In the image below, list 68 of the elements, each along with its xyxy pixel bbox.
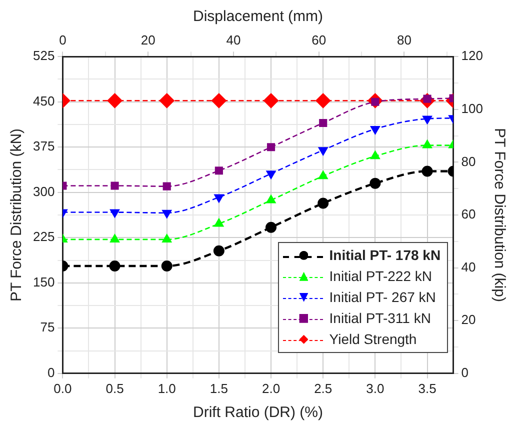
point: [161, 260, 172, 272]
y-tick-label: 0: [47, 364, 55, 380]
legend-label: Initial PT- 178 kN: [329, 246, 441, 266]
point: [422, 166, 433, 177]
point: [214, 166, 223, 175]
y-tick-label: 375: [32, 138, 55, 154]
point: [159, 93, 174, 108]
point: [107, 93, 122, 108]
point: [110, 234, 120, 242]
x2-tick-label: 20: [140, 32, 156, 48]
y2-tick-label: 120: [461, 48, 484, 64]
x-axis-title: Drift Ratio (DR) (%): [193, 404, 323, 422]
x-tick-label: 2.5: [314, 380, 332, 396]
legend-label: Initial PT-311 kN: [329, 309, 431, 328]
point: [266, 170, 276, 180]
x-tick-label: 1.0: [158, 380, 176, 396]
legend-label: Initial PT-222 kN: [329, 267, 432, 286]
x2-tick-label: 0: [59, 32, 66, 48]
point: [266, 222, 277, 233]
legend-label: Initial PT- 267 kN: [329, 288, 436, 308]
point: [422, 116, 432, 124]
y2-tick-label: 80: [461, 154, 476, 169]
point: [110, 209, 120, 218]
point: [318, 170, 328, 180]
y-axis-title: PT Force Distribution (kN): [8, 128, 26, 302]
y-tick-label: 450: [32, 93, 55, 108]
point: [422, 140, 432, 148]
x-tick-label: 0.0: [54, 380, 72, 396]
legend-label: Yield Strength: [329, 330, 417, 350]
x-tick-label: 0.5: [106, 380, 124, 396]
y-tick-label: 300: [32, 184, 55, 199]
point: [162, 234, 172, 242]
point: [109, 260, 120, 272]
y2-tick-label: 60: [461, 206, 476, 222]
point: [264, 93, 279, 108]
x-tick-label: 1.5: [210, 380, 228, 396]
y-tick-label: 150: [32, 274, 55, 290]
x-tick-label: 3.5: [418, 380, 436, 396]
point: [316, 93, 331, 108]
y2-tick-label: 0: [461, 364, 469, 380]
y-tick-label: 525: [32, 48, 55, 64]
point: [370, 150, 380, 160]
x-tick-label: 3.0: [366, 380, 384, 396]
point: [319, 118, 328, 128]
point: [370, 126, 380, 135]
x2-tick-label: 80: [396, 32, 412, 48]
x2-tick-label: 40: [226, 32, 241, 48]
y2-tick-label: 40: [461, 259, 476, 274]
point: [266, 143, 276, 152]
point: [370, 178, 381, 189]
x2-axis-title: Displacement (mm): [192, 8, 324, 26]
x-tick-label: 2.0: [262, 380, 280, 396]
point: [211, 93, 226, 108]
point: [162, 210, 172, 218]
point: [110, 182, 119, 190]
y-tick-label: 225: [32, 229, 55, 244]
y2-tick-label: 20: [461, 312, 476, 328]
x2-tick-label: 60: [312, 32, 326, 48]
point: [214, 194, 224, 203]
point: [214, 218, 224, 227]
point: [318, 198, 329, 209]
y2-tick-label: 100: [461, 100, 484, 116]
point: [162, 182, 171, 190]
y2-axis-title: PT Force Distribution (kip): [490, 128, 508, 302]
point: [318, 147, 328, 156]
point: [213, 245, 224, 256]
point: [266, 194, 276, 204]
y-tick-label: 75: [40, 320, 55, 335]
